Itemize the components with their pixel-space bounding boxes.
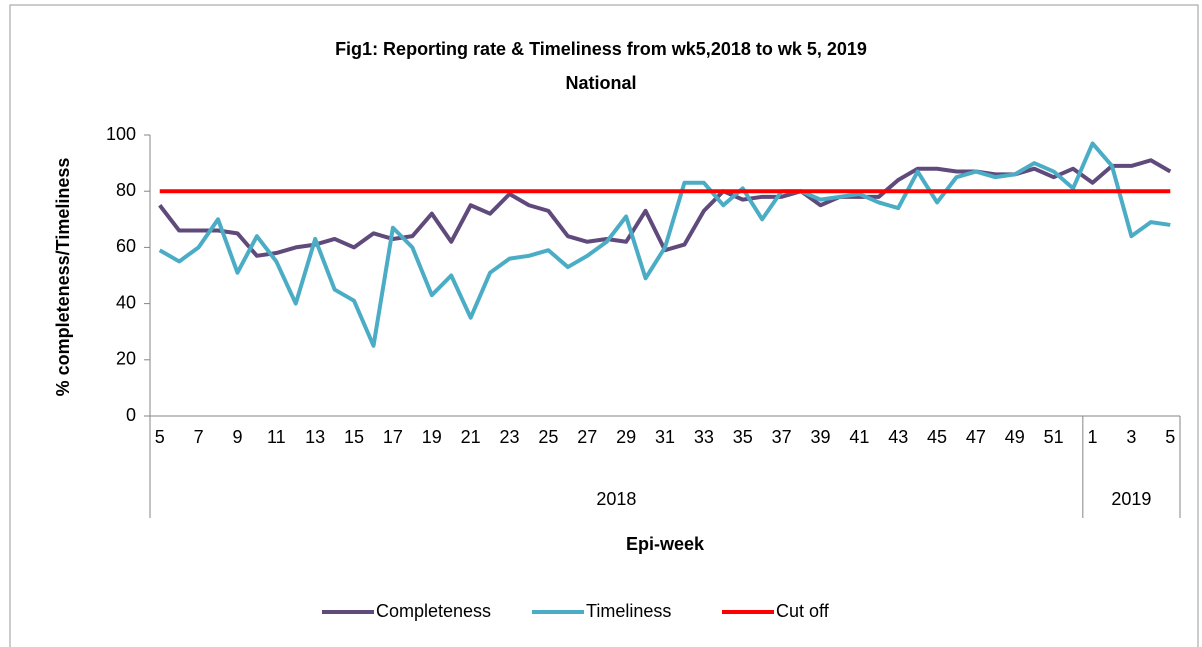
- group-label: 2019: [1111, 489, 1151, 509]
- x-tick-label: 43: [888, 427, 908, 447]
- x-tick-label: 51: [1044, 427, 1064, 447]
- group-label: 2018: [596, 489, 636, 509]
- legend-label: Timeliness: [586, 601, 671, 621]
- y-tick-label: 100: [106, 124, 136, 144]
- x-tick-label: 47: [966, 427, 986, 447]
- x-tick-label: 27: [577, 427, 597, 447]
- x-tick-label: 31: [655, 427, 675, 447]
- chart-border: [9, 4, 1199, 647]
- x-tick-label: 13: [305, 427, 325, 447]
- x-tick-label: 35: [733, 427, 753, 447]
- legend-label: Cut off: [776, 601, 830, 621]
- x-tick-label: 29: [616, 427, 636, 447]
- x-tick-label: 5: [155, 427, 165, 447]
- y-tick-label: 80: [116, 180, 136, 200]
- x-tick-label: 37: [772, 427, 792, 447]
- chart-title: Fig1: Reporting rate & Timeliness from w…: [335, 39, 867, 59]
- legend-label: Completeness: [376, 601, 491, 621]
- series-line: [158, 141, 1171, 348]
- x-tick-label: 25: [538, 427, 558, 447]
- x-tick-label: 1: [1088, 427, 1098, 447]
- x-axis-title: Epi-week: [626, 534, 705, 554]
- x-tick-label: 41: [849, 427, 869, 447]
- y-tick-label: 20: [116, 349, 136, 369]
- x-tick-label: 17: [383, 427, 403, 447]
- x-tick-label: 5: [1165, 427, 1175, 447]
- x-tick-label: 45: [927, 427, 947, 447]
- x-tick-label: 11: [267, 427, 286, 447]
- chart-subtitle: National: [565, 73, 636, 93]
- x-tick-label: 3: [1126, 427, 1136, 447]
- x-tick-label: 39: [810, 427, 830, 447]
- x-tick-label: 33: [694, 427, 714, 447]
- x-tick-label: 7: [194, 427, 204, 447]
- y-tick-label: 40: [116, 292, 136, 312]
- y-tick-label: 0: [126, 405, 136, 425]
- x-tick-label: 49: [1005, 427, 1025, 447]
- x-tick-label: 9: [232, 427, 242, 447]
- x-tick-label: 23: [500, 427, 520, 447]
- x-tick-label: 15: [344, 427, 364, 447]
- y-axis-title: % completeness/Timeliness: [53, 158, 73, 397]
- y-tick-label: 60: [116, 236, 136, 256]
- x-tick-label: 19: [422, 427, 442, 447]
- x-tick-label: 21: [461, 427, 481, 447]
